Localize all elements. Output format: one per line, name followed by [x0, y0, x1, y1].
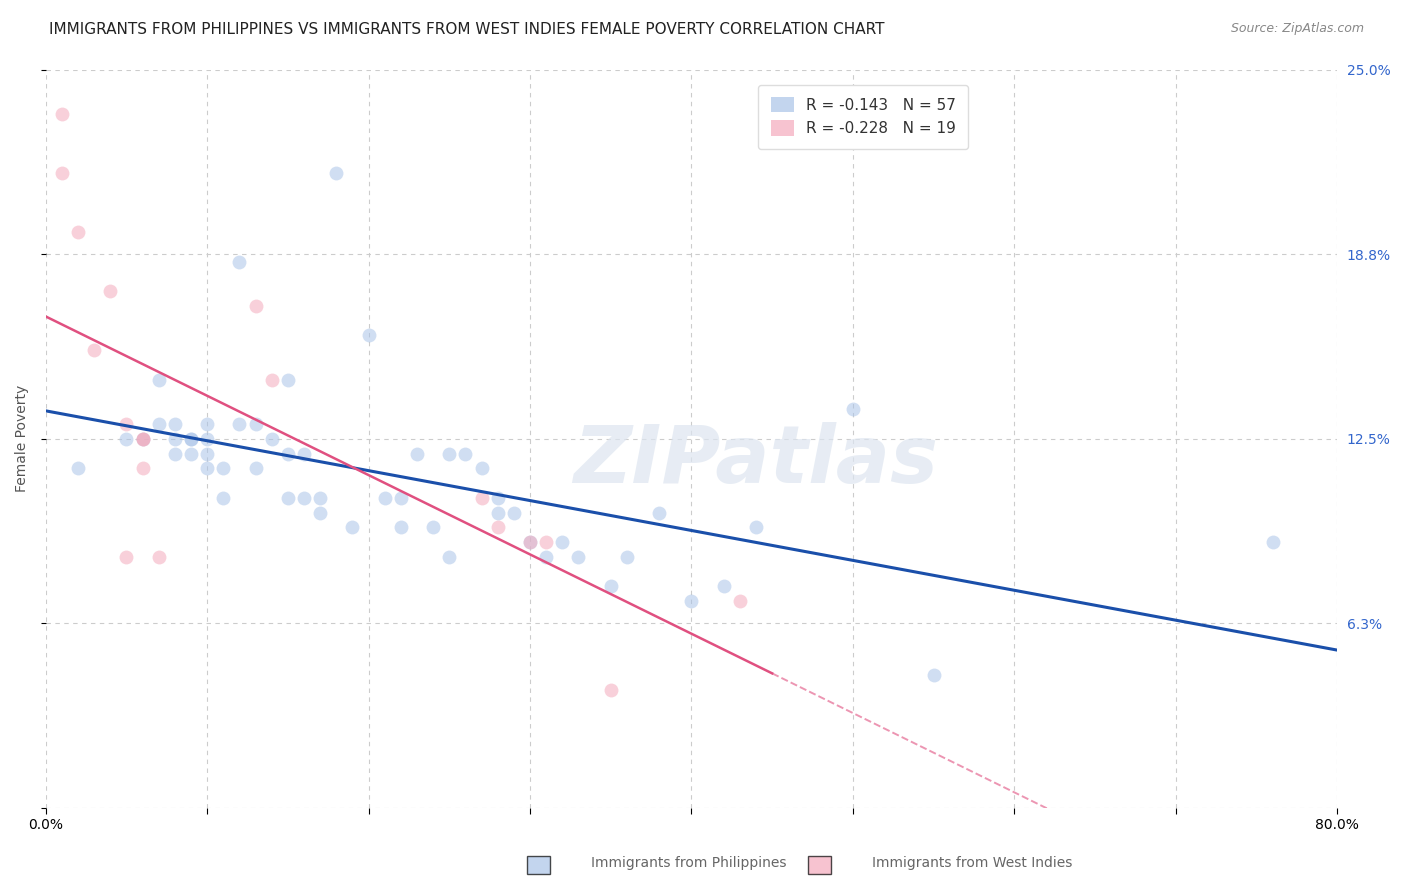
Point: [195, 417, 218, 431]
Point: [131, 461, 153, 475]
Point: [66, 461, 89, 475]
Point: [245, 299, 267, 313]
Point: [309, 506, 332, 520]
Point: [439, 549, 461, 564]
Point: [228, 254, 250, 268]
Point: [131, 432, 153, 446]
Point: [51, 166, 73, 180]
Point: [325, 166, 347, 180]
Point: [470, 491, 492, 505]
Text: IMMIGRANTS FROM PHILIPPINES VS IMMIGRANTS FROM WEST INDIES FEMALE POVERTY CORREL: IMMIGRANTS FROM PHILIPPINES VS IMMIGRANT…: [49, 22, 884, 37]
Point: [519, 535, 541, 549]
Point: [374, 491, 396, 505]
Point: [180, 432, 202, 446]
Point: [131, 432, 153, 446]
Point: [260, 373, 283, 387]
Point: [83, 343, 105, 358]
Point: [277, 446, 299, 460]
Point: [292, 491, 315, 505]
Point: [148, 549, 170, 564]
Point: [180, 446, 202, 460]
Point: [180, 432, 202, 446]
Point: [245, 417, 267, 431]
Point: [195, 446, 218, 460]
Point: [260, 432, 283, 446]
Point: [728, 594, 751, 608]
Point: [534, 535, 557, 549]
Point: [502, 506, 524, 520]
Point: [245, 461, 267, 475]
Point: [163, 446, 186, 460]
Point: [648, 506, 671, 520]
Point: [163, 417, 186, 431]
Point: [842, 402, 865, 417]
Point: [519, 535, 541, 549]
Text: Immigrants from West Indies: Immigrants from West Indies: [872, 855, 1073, 870]
Point: [534, 549, 557, 564]
Point: [115, 417, 138, 431]
Point: [486, 520, 509, 534]
Point: [599, 682, 621, 697]
Point: [681, 594, 703, 608]
Text: ZIPatlas: ZIPatlas: [574, 422, 938, 500]
Y-axis label: Female Poverty: Female Poverty: [15, 385, 30, 492]
Point: [131, 432, 153, 446]
Point: [389, 491, 412, 505]
Point: [470, 461, 492, 475]
Point: [277, 373, 299, 387]
Point: [342, 520, 364, 534]
Point: [713, 579, 735, 593]
Point: [277, 491, 299, 505]
Point: [66, 225, 89, 239]
Point: [422, 520, 444, 534]
Point: [195, 432, 218, 446]
Point: [486, 491, 509, 505]
Point: [551, 535, 574, 549]
Point: [357, 328, 380, 343]
Point: [148, 417, 170, 431]
Point: [212, 461, 235, 475]
Point: [567, 549, 589, 564]
Point: [454, 446, 477, 460]
Point: [616, 549, 638, 564]
Text: Source: ZipAtlas.com: Source: ZipAtlas.com: [1230, 22, 1364, 36]
Point: [389, 520, 412, 534]
Point: [922, 668, 945, 682]
Point: [599, 579, 621, 593]
Point: [292, 446, 315, 460]
Point: [212, 491, 235, 505]
Point: [115, 549, 138, 564]
Point: [115, 432, 138, 446]
Point: [439, 446, 461, 460]
Point: [98, 284, 121, 298]
Text: Immigrants from Philippines: Immigrants from Philippines: [591, 855, 786, 870]
Point: [51, 107, 73, 121]
Point: [148, 373, 170, 387]
Point: [406, 446, 429, 460]
Point: [486, 506, 509, 520]
Point: [309, 491, 332, 505]
Point: [1261, 535, 1284, 549]
Point: [228, 417, 250, 431]
Point: [163, 432, 186, 446]
Point: [195, 461, 218, 475]
Legend: R = -0.143   N = 57, R = -0.228   N = 19: R = -0.143 N = 57, R = -0.228 N = 19: [758, 85, 967, 149]
Point: [745, 520, 768, 534]
